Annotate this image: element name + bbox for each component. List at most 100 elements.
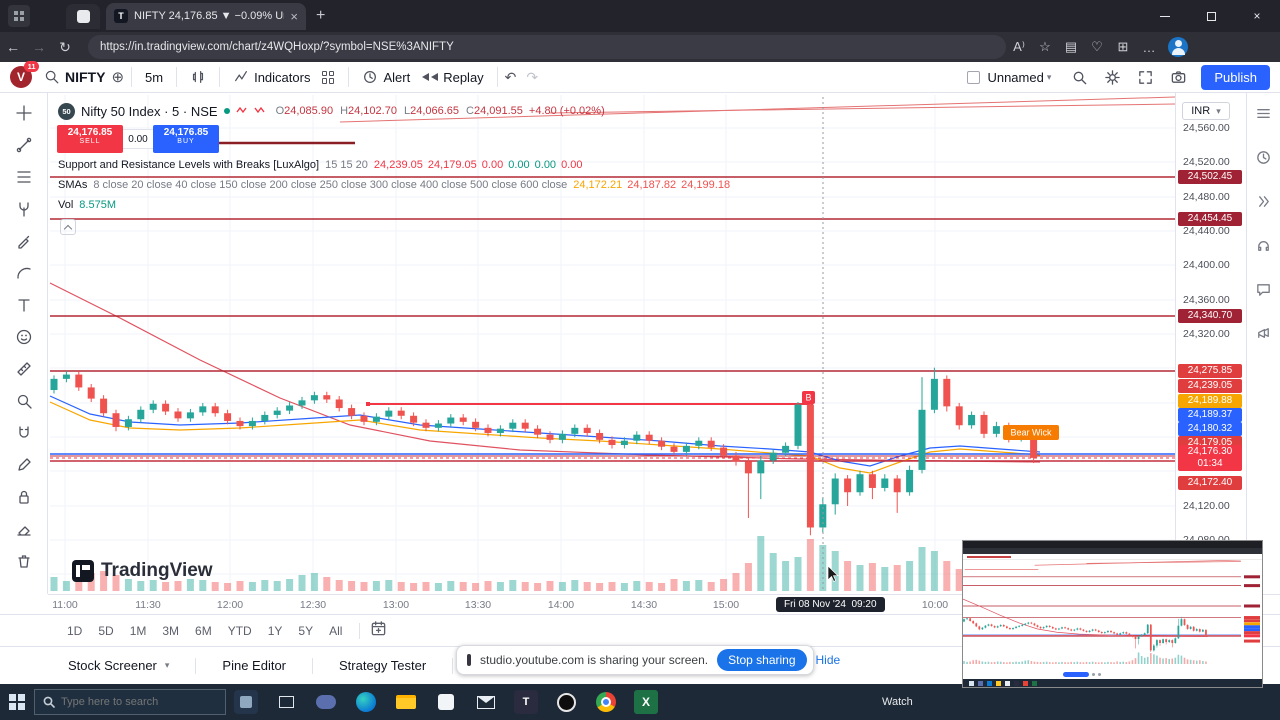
trash-tool-icon[interactable] xyxy=(7,545,41,577)
time-axis[interactable]: Fri 08 Nov '24 09:20 11:00 11:30 12:00 12:3… xyxy=(48,594,1175,614)
taskbar-search[interactable] xyxy=(34,689,226,715)
taskbar-app-discord[interactable] xyxy=(306,684,346,720)
panel-tab-pine-editor[interactable]: Pine Editor xyxy=(222,658,286,673)
camera-snapshot-icon[interactable] xyxy=(1170,69,1187,86)
pencil-tool-icon[interactable] xyxy=(7,449,41,481)
range-button-1d[interactable]: 1D xyxy=(67,623,83,638)
indicator-row-support-resistance[interactable]: Support and Resistance Levels with Break… xyxy=(58,159,587,171)
alerts-icon[interactable] xyxy=(1255,149,1272,171)
chat-icon[interactable] xyxy=(1255,281,1272,303)
refresh-icon[interactable]: ↻ xyxy=(59,38,71,55)
more-menu-icon[interactable]: … xyxy=(1142,39,1156,55)
user-avatar[interactable]: V 11 xyxy=(10,61,39,88)
back-icon[interactable]: ← xyxy=(6,39,20,55)
undo-icon[interactable]: ↶ xyxy=(504,68,517,85)
range-button-all[interactable]: All xyxy=(329,623,343,638)
emoji-tool-icon[interactable] xyxy=(7,321,41,353)
close-button[interactable]: × xyxy=(1253,9,1261,23)
indicator-row-smas[interactable]: SMAs 8 close 20 close 40 close 150 close… xyxy=(58,179,735,191)
fullscreen-icon[interactable] xyxy=(1137,69,1154,86)
interval-button[interactable]: 5m xyxy=(145,70,163,85)
panel-tab-strategy-tester[interactable]: Strategy Tester xyxy=(339,658,427,673)
taskbar-app-excel[interactable]: X xyxy=(626,684,666,720)
lock-tool-icon[interactable] xyxy=(7,481,41,513)
layout-grid-button[interactable] xyxy=(322,70,335,84)
fib-retracement-tool-icon[interactable] xyxy=(7,161,41,193)
hide-banner-link[interactable]: Hide xyxy=(815,653,841,667)
compare-add-icon[interactable]: ⊕ xyxy=(111,69,125,86)
extensions-icon[interactable]: ⊞ xyxy=(1117,39,1129,54)
currency-dropdown[interactable]: INR ▾ xyxy=(1182,102,1230,120)
price-chart[interactable]: B Bear Wick xyxy=(48,93,1175,594)
indicator-row-volume[interactable]: Vol 8.575M xyxy=(58,199,116,211)
url-input[interactable] xyxy=(100,41,994,53)
range-button-1y[interactable]: 1Y xyxy=(267,623,283,638)
layout-caret-icon[interactable]: ▾ xyxy=(1046,71,1052,82)
price-axis[interactable]: INR ▾ 24,560.00 24,520.00 24,480.00 24,440.… xyxy=(1175,93,1246,594)
replay-button[interactable]: Replay xyxy=(422,70,484,85)
go-to-date-icon[interactable] xyxy=(370,620,387,642)
start-button[interactable] xyxy=(0,694,34,710)
range-button-3m[interactable]: 3M xyxy=(162,623,180,638)
taskbar-app-file-explorer[interactable] xyxy=(386,684,426,720)
symbol-info-row[interactable]: 50 Nifty 50 Index · 5 · NSE O24,085.90 H… xyxy=(58,102,605,120)
range-button-5y[interactable]: 5Y xyxy=(298,623,314,638)
layout-checkbox[interactable] xyxy=(967,70,981,84)
news-icon[interactable] xyxy=(1255,325,1272,347)
indicators-button[interactable]: Indicators xyxy=(233,69,310,85)
layout-name[interactable]: Unnamed xyxy=(987,69,1044,85)
forward-icon[interactable]: → xyxy=(32,39,46,55)
taskbar-app-obs[interactable] xyxy=(546,684,586,720)
range-button-5d[interactable]: 5D xyxy=(98,623,114,638)
arc-tool-icon[interactable] xyxy=(7,257,41,289)
symbol-search-button[interactable]: NIFTY xyxy=(44,69,105,85)
redo-icon[interactable]: ↷ xyxy=(526,68,539,85)
tab-close-icon[interactable]: × xyxy=(290,8,298,24)
url-field[interactable] xyxy=(88,35,1006,59)
read-aloud-icon[interactable]: A⁾ xyxy=(1013,39,1025,54)
trend-line-tool-icon[interactable] xyxy=(7,129,41,161)
chart-style-button[interactable] xyxy=(190,69,206,85)
publish-button[interactable]: Publish xyxy=(1201,64,1270,90)
panel-tab-stock-screener[interactable]: Stock Screener ▾ xyxy=(68,658,170,673)
text-tool-icon[interactable] xyxy=(7,289,41,321)
maximize-button[interactable] xyxy=(1188,0,1234,32)
zoom-tool-icon[interactable] xyxy=(7,385,41,417)
taskbar-app-store[interactable] xyxy=(426,684,466,720)
active-tab[interactable]: T NIFTY 24,176.85 ▼ −0.09% Unnar × xyxy=(106,2,306,30)
eraser-tool-icon[interactable] xyxy=(7,513,41,545)
minimize-button[interactable] xyxy=(1142,0,1188,32)
range-button-ytd[interactable]: YTD xyxy=(227,623,252,638)
tab-actions-icon[interactable] xyxy=(8,5,30,27)
browser-profile-avatar[interactable] xyxy=(1168,37,1188,57)
legend-collapse-button[interactable] xyxy=(60,219,76,235)
quick-search-icon[interactable] xyxy=(1071,69,1088,86)
range-button-1m[interactable]: 1M xyxy=(129,623,147,638)
taskbar-app-edge[interactable] xyxy=(346,684,386,720)
alert-button[interactable]: Alert xyxy=(362,69,410,85)
taskbar-app-mail[interactable] xyxy=(466,684,506,720)
sell-button[interactable]: 24,176.85 SELL xyxy=(57,125,123,153)
hotlists-icon[interactable] xyxy=(1255,193,1272,215)
shopping-icon[interactable]: ♡ xyxy=(1091,39,1103,54)
buy-button[interactable]: 24,176.85 BUY xyxy=(153,125,219,153)
support-icon[interactable] xyxy=(1255,237,1272,259)
crosshair-tool-icon[interactable] xyxy=(7,97,41,129)
taskbar-app-game[interactable] xyxy=(226,684,266,720)
watchlist-icon[interactable] xyxy=(1255,105,1272,127)
taskbar-app-tradingview[interactable]: T xyxy=(506,684,546,720)
taskbar-app-chrome[interactable] xyxy=(586,684,626,720)
favorites-star-icon[interactable]: ☆ xyxy=(1039,39,1051,54)
stop-sharing-button[interactable]: Stop sharing xyxy=(717,649,807,671)
settings-gear-icon[interactable] xyxy=(1104,69,1121,86)
symbol-title[interactable]: Nifty 50 Index · 5 · NSE xyxy=(81,103,218,119)
task-view-icon[interactable] xyxy=(266,684,306,720)
brush-tool-icon[interactable] xyxy=(7,225,41,257)
measure-tool-icon[interactable] xyxy=(7,353,41,385)
range-button-6m[interactable]: 6M xyxy=(195,623,212,638)
pinned-tab[interactable] xyxy=(66,3,100,29)
new-tab-button[interactable]: + xyxy=(316,7,326,24)
screen-share-preview[interactable] xyxy=(962,540,1263,688)
collections-icon[interactable]: ▤ xyxy=(1064,39,1078,54)
pitchfork-tool-icon[interactable] xyxy=(7,193,41,225)
